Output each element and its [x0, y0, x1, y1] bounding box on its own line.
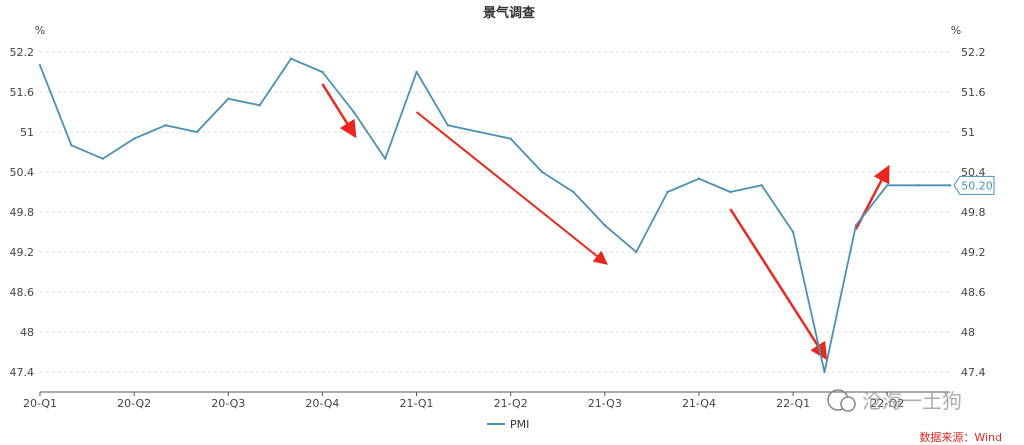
last-value-box	[953, 175, 995, 195]
pmi-point	[321, 70, 324, 74]
x-tick-label: 21-Q2	[494, 397, 528, 410]
pmi-point	[195, 130, 199, 134]
grid	[40, 51, 950, 373]
trend-arrow	[415, 111, 608, 265]
pmi-point	[258, 104, 261, 107]
y-axis-right: 52.2 51.6 51 50.4 49.8 49.2 48.6 48 47.4	[961, 46, 986, 379]
series-pmi	[38, 57, 952, 374]
pmi-point	[70, 144, 73, 147]
pmi-point	[572, 190, 575, 194]
watermark: 沧海一土狗	[827, 389, 962, 413]
y-tick-label: 47.4	[961, 366, 986, 379]
legend-label-pmi: PMI	[510, 418, 529, 431]
pmi-point	[132, 137, 136, 140]
pmi-point	[917, 184, 920, 187]
pmi-point	[383, 157, 387, 160]
pmi-point	[164, 124, 167, 127]
pmi-point	[697, 177, 701, 180]
x-axis: 20-Q1 20-Q2 20-Q3 20-Q4 21-Q1 21-Q2 21-Q3 21-Q4…	[23, 391, 950, 410]
pmi-point	[101, 157, 104, 160]
last-value-text: 50.20	[961, 179, 993, 192]
trend-arrow	[729, 208, 828, 361]
x-tick-label: 21-Q4	[682, 397, 716, 410]
right-unit-label: %	[951, 24, 961, 37]
pmi-point	[352, 110, 355, 114]
y-tick-label: 48.6	[961, 286, 986, 299]
pmi-point	[289, 57, 293, 60]
y-tick-label: 52.2	[10, 46, 35, 59]
wechat-icon-bubble	[840, 396, 856, 412]
pmi-point	[666, 190, 669, 194]
x-tick-label: 21-Q3	[588, 397, 622, 410]
x-tick-label: 20-Q2	[117, 397, 151, 410]
pmi-point	[791, 230, 795, 234]
y-tick-label: 47.4	[10, 366, 35, 379]
x-tick-label: 21-Q1	[400, 397, 434, 410]
y-tick-label: 51.6	[961, 86, 986, 99]
y-tick-label: 50.4	[10, 166, 35, 179]
source-note: 数据来源：Wind	[919, 430, 1002, 444]
x-tick-label: 22-Q1	[776, 397, 810, 410]
pmi-point	[38, 64, 42, 67]
y-tick-label: 48	[20, 326, 34, 339]
pmi-point	[729, 190, 732, 194]
y-tick-label: 49.2	[961, 246, 986, 259]
pmi-point	[603, 224, 607, 227]
pmi-point	[854, 224, 858, 227]
y-axis-left: 52.2 51.6 51 50.4 49.8 49.2 48.6 48 47.4	[10, 46, 35, 379]
legend: PMI	[487, 418, 529, 431]
trend-arrow	[321, 83, 357, 139]
y-tick-label: 51	[20, 126, 34, 139]
pmi-point	[478, 130, 481, 134]
y-tick-label: 50.4	[961, 166, 986, 179]
y-tick-label: 48.6	[10, 286, 35, 299]
y-tick-label: 49.8	[961, 206, 986, 219]
pmi-point	[635, 250, 638, 254]
trend-arrows	[321, 83, 890, 361]
y-tick-label: 49.2	[10, 246, 35, 259]
x-tick-label: 20-Q4	[305, 397, 339, 410]
y-tick-label: 52.2	[961, 46, 986, 59]
pmi-point	[540, 170, 544, 174]
pmi-line	[39, 57, 950, 373]
y-tick-label: 51.6	[10, 86, 35, 99]
x-tick-label: 22-Q2	[870, 397, 904, 410]
chart-title: 景气调查	[483, 5, 536, 21]
pmi-point	[509, 137, 512, 140]
y-tick-label: 51	[961, 126, 975, 139]
last-value-callout: 50.20	[953, 175, 995, 195]
y-tick-label: 48	[961, 326, 975, 339]
pmi-point	[227, 97, 230, 100]
x-tick-label: 20-Q1	[23, 397, 57, 410]
x-tick-label: 20-Q3	[211, 397, 245, 410]
pmi-point	[415, 70, 418, 74]
pmi-point	[760, 184, 763, 187]
pmi-point	[886, 184, 889, 187]
y-tick-label: 49.8	[10, 206, 35, 219]
pmi-point	[823, 370, 826, 374]
pmi-point	[446, 124, 450, 127]
left-unit-label: %	[35, 24, 45, 37]
watermark-text: 沧海一土狗	[862, 389, 962, 413]
pmi-point	[948, 184, 952, 187]
